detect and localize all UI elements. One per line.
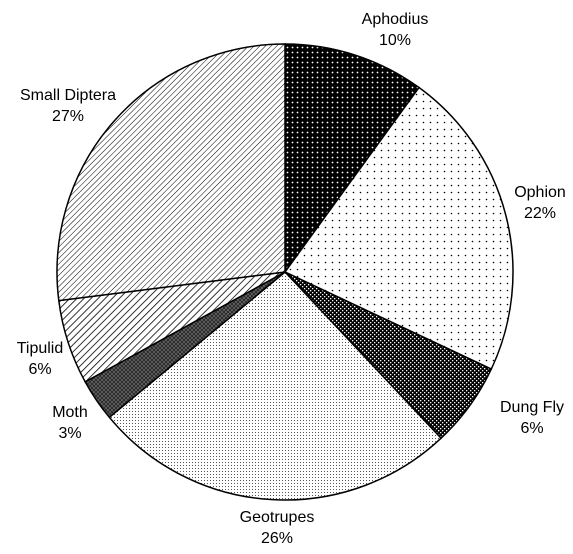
slice-label: Geotrupes [240, 509, 315, 526]
labels: Aphodius 10% Ophion 22% Dung Fly 6% Geotrupes 2… [17, 11, 566, 547]
slice-label: Tipulid [17, 340, 64, 357]
pie [56, 43, 514, 501]
slice-label: Ophion [514, 184, 566, 201]
slice-label: Small Diptera [20, 87, 116, 104]
slice-label: Moth [52, 404, 88, 421]
slice-label: Aphodius [362, 11, 429, 28]
slice-value: 27% [52, 108, 84, 125]
slice-value: 6% [520, 420, 543, 437]
slice-value: 3% [58, 425, 81, 442]
slice [284, 43, 421, 275]
slice-value: 10% [379, 32, 411, 49]
slice [56, 43, 286, 302]
slice-value: 6% [28, 361, 51, 378]
slice-value: 26% [261, 530, 293, 547]
slice [108, 270, 443, 501]
slice-value: 22% [524, 205, 556, 222]
slice-label: Dung Fly [500, 399, 564, 416]
